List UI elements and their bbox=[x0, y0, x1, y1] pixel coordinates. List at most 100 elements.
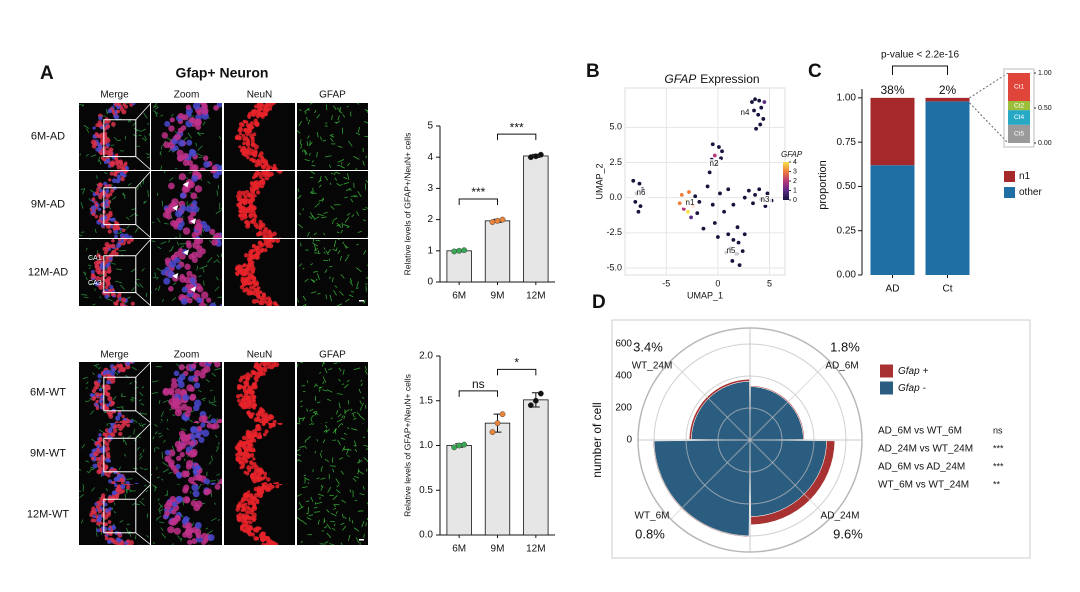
neuron bbox=[106, 142, 110, 147]
astrocyte bbox=[166, 427, 169, 431]
neuron bbox=[259, 248, 264, 254]
astrocyte bbox=[320, 477, 326, 480]
neuron bbox=[262, 471, 268, 476]
astrocyte bbox=[310, 212, 314, 218]
cell-point bbox=[638, 204, 643, 209]
x-axis-label: UMAP_1 bbox=[687, 290, 723, 300]
neuron bbox=[273, 167, 278, 170]
neuron bbox=[235, 507, 241, 512]
astrocyte bbox=[144, 135, 147, 141]
astrocyte bbox=[343, 243, 347, 249]
neuron bbox=[250, 268, 255, 274]
neuron bbox=[98, 388, 103, 392]
astrocyte bbox=[314, 109, 317, 114]
neuron bbox=[242, 445, 246, 450]
astrocyte bbox=[336, 489, 341, 494]
y-tick-label: 4 bbox=[427, 152, 433, 163]
cell-point bbox=[687, 190, 691, 194]
astrocyte bbox=[160, 114, 164, 117]
astrocyte bbox=[311, 165, 316, 167]
astrocyte bbox=[216, 254, 220, 258]
micrograph bbox=[224, 362, 295, 423]
neuron bbox=[216, 418, 222, 423]
astrocyte bbox=[318, 198, 325, 202]
astrocyte bbox=[323, 211, 328, 214]
value-label: 2% bbox=[939, 83, 957, 97]
astrocyte bbox=[90, 410, 95, 415]
row-label: 6M-AD bbox=[31, 130, 65, 142]
legend-label: Gfap - bbox=[898, 383, 926, 394]
astrocyte bbox=[335, 410, 339, 415]
astrocyte bbox=[347, 254, 350, 256]
astrocyte bbox=[364, 121, 368, 124]
neuron bbox=[251, 382, 257, 387]
astrocyte bbox=[330, 205, 335, 210]
astrocyte bbox=[366, 502, 368, 505]
neuron bbox=[264, 483, 267, 484]
astrocyte bbox=[304, 149, 308, 155]
astrocyte bbox=[330, 172, 334, 175]
astrocyte bbox=[128, 530, 132, 537]
neuron bbox=[263, 475, 267, 479]
astrocyte bbox=[103, 171, 108, 175]
neuron bbox=[196, 297, 203, 304]
neuron bbox=[255, 282, 260, 287]
astrocyte bbox=[143, 200, 148, 204]
zoom-connector bbox=[135, 410, 152, 424]
neuron bbox=[173, 370, 180, 377]
neuron bbox=[107, 539, 112, 545]
astrocyte bbox=[126, 296, 131, 300]
cell-point bbox=[736, 240, 741, 245]
astrocyte bbox=[129, 382, 133, 385]
y-tick-label: 0.75 bbox=[837, 137, 857, 148]
neuron bbox=[191, 175, 199, 183]
astrocyte bbox=[365, 447, 368, 451]
astrocyte bbox=[362, 160, 365, 166]
astrocyte bbox=[302, 416, 306, 422]
neuron bbox=[122, 166, 126, 170]
neuron bbox=[107, 427, 113, 434]
neuron bbox=[123, 171, 127, 173]
neuron bbox=[247, 385, 251, 389]
inset-segment-label: Ct4 bbox=[1014, 114, 1025, 121]
astrocyte bbox=[318, 386, 323, 389]
neuron bbox=[94, 264, 100, 270]
astrocyte bbox=[364, 366, 367, 371]
astrocyte bbox=[171, 543, 174, 545]
neuron bbox=[248, 289, 253, 294]
neuron bbox=[97, 207, 102, 212]
neuron bbox=[89, 393, 94, 397]
neuron bbox=[189, 277, 196, 284]
neuron bbox=[112, 227, 117, 231]
neuron bbox=[246, 404, 252, 410]
neuron bbox=[277, 169, 279, 170]
neuron bbox=[206, 423, 213, 429]
neuron bbox=[264, 545, 269, 550]
astrocyte bbox=[351, 428, 358, 431]
neuron bbox=[104, 385, 110, 391]
neuron bbox=[95, 392, 100, 397]
cluster-label-bg bbox=[707, 159, 721, 169]
row-label: 12M-AD bbox=[28, 266, 68, 278]
neuron bbox=[195, 432, 201, 439]
neuron bbox=[133, 98, 137, 102]
astrocyte bbox=[336, 183, 341, 186]
neuron bbox=[280, 547, 284, 551]
neuron bbox=[271, 362, 277, 368]
cluster-label: n1 bbox=[686, 198, 695, 207]
neuron bbox=[247, 280, 253, 286]
neuron bbox=[104, 294, 109, 299]
neuron bbox=[186, 384, 194, 392]
astrocyte bbox=[333, 217, 338, 221]
astrocyte bbox=[363, 534, 365, 538]
astrocyte bbox=[309, 236, 311, 238]
neuron bbox=[200, 484, 205, 485]
cell-point bbox=[754, 126, 758, 131]
neuron bbox=[210, 546, 217, 553]
neuron bbox=[247, 146, 251, 151]
astrocyte bbox=[336, 484, 340, 488]
astrocyte bbox=[131, 418, 138, 423]
neuron bbox=[250, 394, 255, 400]
astrocyte bbox=[354, 168, 358, 170]
astrocyte bbox=[83, 124, 90, 129]
